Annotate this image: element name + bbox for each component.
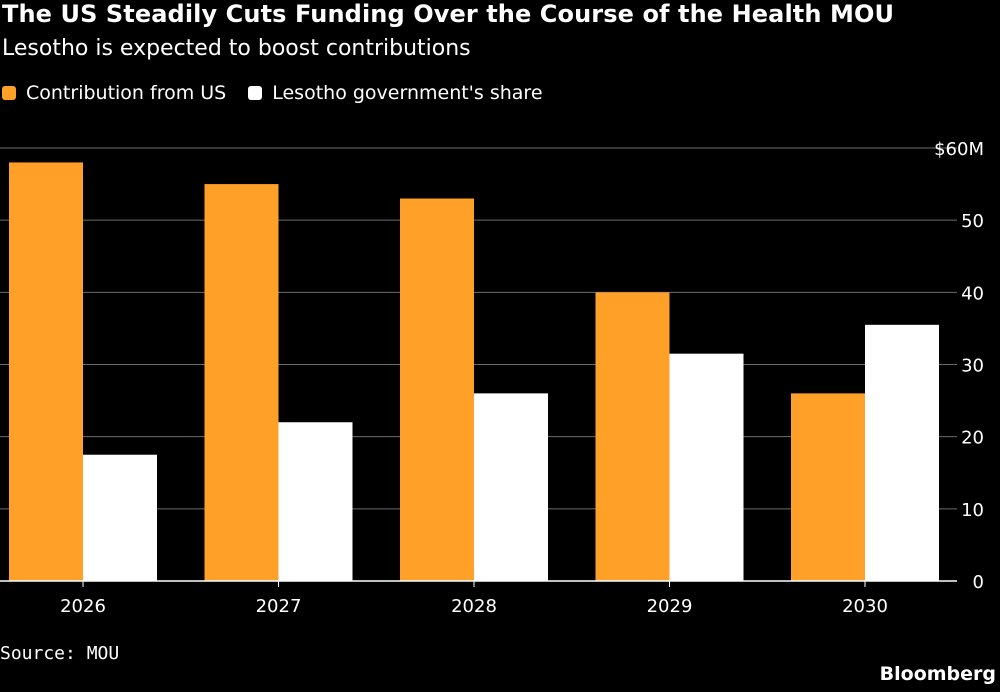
y-tick-label: $60M xyxy=(934,139,984,160)
legend-label-us: Contribution from US xyxy=(26,82,227,104)
y-tick-label: 40 xyxy=(961,283,984,304)
bar-us-2030 xyxy=(791,393,865,581)
legend-swatch-us xyxy=(2,86,16,100)
bar-lesotho-2026 xyxy=(83,454,157,581)
bar-us-2027 xyxy=(204,184,279,582)
legend-item-lesotho: Lesotho government's share xyxy=(248,82,543,104)
chart-subtitle: Lesotho is expected to boost contributio… xyxy=(2,36,471,61)
bar-lesotho-2029 xyxy=(669,353,744,581)
x-tick-label: 2030 xyxy=(842,596,888,617)
bar-us-2029 xyxy=(595,292,670,581)
bar-us-2026 xyxy=(9,162,83,581)
bar-lesotho-2028 xyxy=(474,393,548,581)
legend-swatch-lesotho xyxy=(248,86,263,100)
bloomberg-logo: Bloomberg xyxy=(879,663,996,685)
x-tick-label: 2029 xyxy=(647,596,693,617)
x-tick-label: 2026 xyxy=(60,596,106,617)
bar-us-2028 xyxy=(400,198,474,581)
legend-label-lesotho: Lesotho government's share xyxy=(272,82,543,104)
y-tick-label: 10 xyxy=(961,500,984,521)
y-tick-label: 20 xyxy=(961,428,984,449)
legend: Contribution from US Lesotho government'… xyxy=(2,82,565,104)
chart-title: The US Steadily Cuts Funding Over the Co… xyxy=(2,0,895,28)
source-note: Source: MOU xyxy=(0,643,120,664)
bar-lesotho-2027 xyxy=(278,422,353,581)
y-tick-label: 0 xyxy=(973,572,984,593)
legend-item-us: Contribution from US xyxy=(2,82,226,104)
x-tick-label: 2027 xyxy=(256,596,302,617)
bar-lesotho-2030 xyxy=(865,324,939,581)
y-tick-label: 30 xyxy=(961,356,984,377)
x-tick-label: 2028 xyxy=(451,596,497,617)
y-tick-label: 50 xyxy=(961,211,984,232)
